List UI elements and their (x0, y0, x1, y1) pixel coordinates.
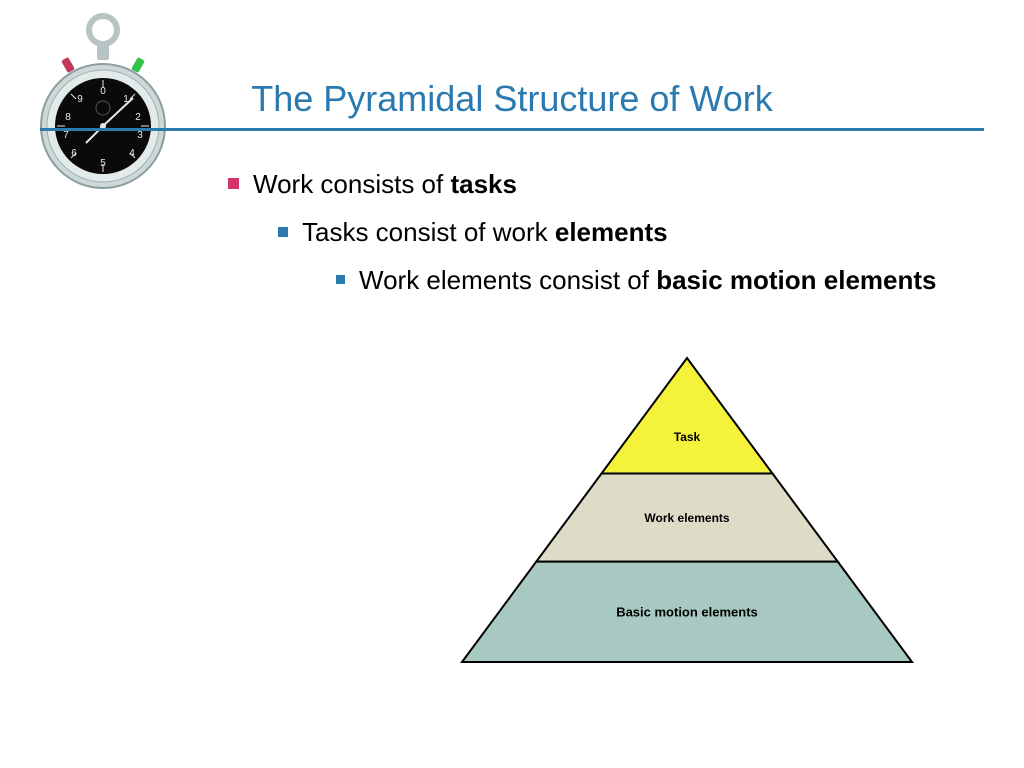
bullet-level-3: Work elements consist of basic motion el… (336, 264, 968, 298)
bullet-pre: Work elements consist of (359, 265, 656, 295)
bullet-text: Work consists of tasks (253, 168, 968, 202)
bullet-list: Work consists of tasks Tasks consist of … (228, 168, 968, 297)
pyramid-level-label: Work elements (644, 511, 729, 525)
svg-text:3: 3 (137, 130, 143, 141)
bullet-pre: Tasks consist of work (302, 217, 555, 247)
bullet-level-1: Work consists of tasks (228, 168, 968, 202)
title-underline (40, 128, 984, 131)
bullet-bold: basic motion elements (656, 265, 936, 295)
pyramid-level-label: Task (674, 430, 701, 444)
pyramid-diagram: Task Work elements Basic motion elements (452, 352, 922, 672)
pyramid-level (602, 358, 773, 474)
bullet-bold: elements (555, 217, 668, 247)
bullet-bold: tasks (450, 169, 517, 199)
svg-text:7: 7 (63, 130, 69, 141)
bullet-text: Tasks consist of work elements (302, 216, 968, 250)
pyramid-level-label: Basic motion elements (616, 604, 758, 619)
svg-text:6: 6 (71, 148, 77, 159)
bullet-pre: Work consists of (253, 169, 450, 199)
bullet-text: Work elements consist of basic motion el… (359, 264, 968, 298)
slide: 0 1 2 3 4 5 6 7 8 9 The Pyramidal Struct… (0, 0, 1024, 768)
bullet-marker (278, 227, 288, 237)
bullet-marker (336, 275, 345, 284)
bullet-level-2: Tasks consist of work elements (278, 216, 968, 250)
svg-text:4: 4 (129, 148, 135, 159)
slide-title: The Pyramidal Structure of Work (0, 78, 1024, 120)
bullet-marker (228, 178, 239, 189)
svg-text:5: 5 (100, 158, 106, 169)
